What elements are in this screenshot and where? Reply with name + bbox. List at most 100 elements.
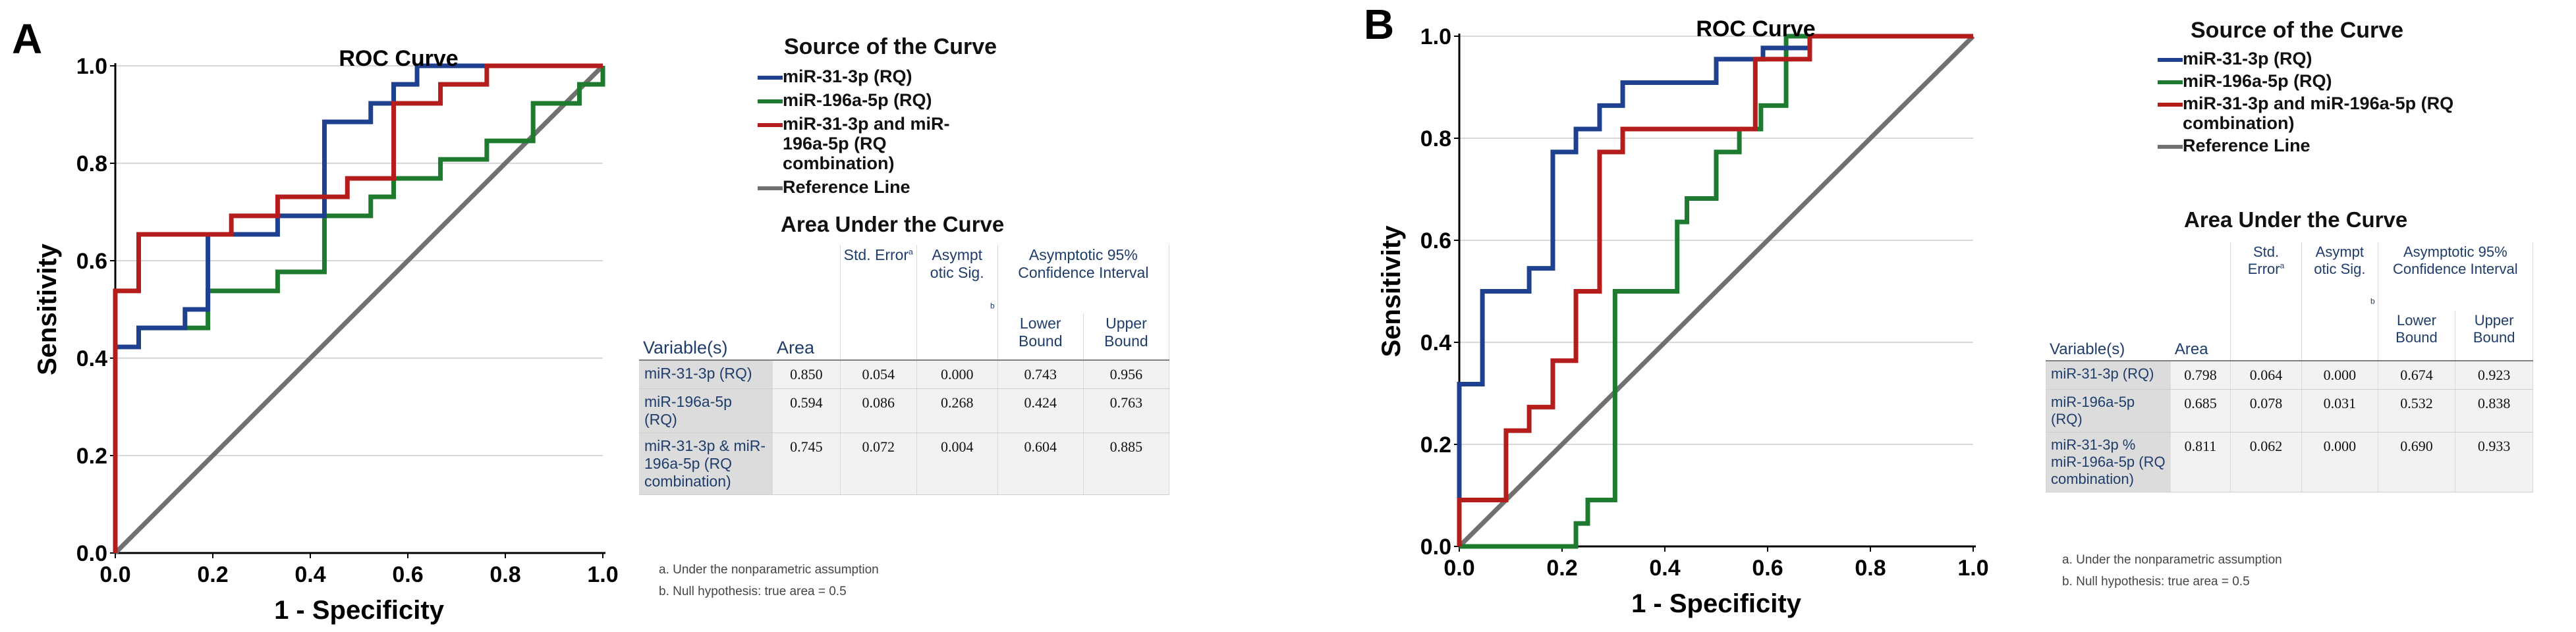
y-axis-label: Sensitivity — [1377, 225, 1406, 357]
cell-sig: 0.000 — [2301, 432, 2378, 492]
footnote-b: b. Null hypothesis: true area = 0.5 — [659, 585, 847, 598]
header-asympt-text: Asympt otic Sig. — [930, 246, 984, 281]
table-row: miR-196a-5p (RQ) 0.685 0.078 0.031 0.532… — [2046, 389, 2533, 433]
y-tick-label: 1.0 — [1420, 24, 1451, 49]
legend-swatch — [758, 99, 783, 103]
cell-se: 0.086 — [840, 388, 917, 433]
header-variable: Variable(s) — [2050, 340, 2125, 358]
legend-label: miR-31-3p and miR-196a-5p (RQ combinatio… — [2183, 93, 2454, 133]
legend-item-reference: Reference Line — [758, 177, 1127, 197]
legend-label: miR-31-3p (RQ) — [2183, 49, 2312, 68]
superscript: b — [2370, 296, 2375, 306]
cell-upper: 0.933 — [2455, 432, 2533, 492]
x-axis-label: 1 - Specificity — [1631, 589, 1802, 618]
legend-item-mir31: miR-31-3p (RQ) — [2158, 49, 2527, 68]
row-label: miR-31-3p (RQ) — [639, 360, 773, 389]
y-tick-label: 0.4 — [1420, 330, 1451, 356]
panel-letter: A — [12, 15, 43, 63]
auc-table-title: Area Under the Curve — [781, 212, 1005, 236]
cell-area: 0.850 — [773, 360, 841, 389]
table-row: miR-31-3p % miR-196a-5p (RQ combination)… — [2046, 432, 2533, 492]
x-tick-label: 0.4 — [294, 562, 325, 587]
legend-swatch — [2158, 145, 2183, 149]
cell-lower: 0.743 — [997, 360, 1084, 389]
row-label: miR-196a-5p (RQ) — [2046, 389, 2171, 433]
legend-label: Reference Line — [783, 177, 910, 197]
chart-title: ROC Curve — [1696, 16, 1815, 41]
legend-title: Source of the Curve — [2191, 18, 2404, 43]
auc-table-title: Area Under the Curve — [2184, 207, 2408, 232]
legend-item-mir196: miR-196a-5p (RQ) — [2158, 71, 2527, 91]
y-tick-label: 0.6 — [76, 249, 107, 274]
footnote-b: b. Null hypothesis: true area = 0.5 — [2062, 575, 2250, 589]
x-tick-label: 0.0 — [1443, 556, 1474, 581]
table-row: miR-31-3p (RQ) 0.850 0.054 0.000 0.743 0… — [639, 360, 1170, 389]
header-lower: Lower Bound — [997, 313, 1084, 359]
superscript: a — [2280, 261, 2285, 271]
cell-upper: 0.956 — [1083, 360, 1170, 389]
row-label: miR-31-3p (RQ) — [2046, 361, 2171, 390]
legend-label: miR-196a-5p (RQ) — [2183, 71, 2332, 91]
roc-chart-a: 0.0 0.2 0.4 0.6 0.8 1.0 0.0 0.2 0.4 0.6 0.8 1.0 ROC … — [33, 46, 619, 625]
cell-upper: 0.923 — [2455, 361, 2533, 390]
x-tick-label: 0.8 — [1855, 556, 1886, 581]
legend-swatch — [2158, 80, 2183, 84]
table-row: miR-31-3p (RQ) 0.798 0.064 0.000 0.674 0… — [2046, 361, 2533, 390]
series-line — [1457, 34, 1973, 546]
header-std-error: Std. Errora — [840, 245, 917, 359]
legend-label: miR-31-3p (RQ) — [783, 66, 912, 86]
cell-sig: 0.000 — [2301, 361, 2378, 390]
legend-swatch — [758, 123, 783, 127]
header-std-error-text: Std. Error — [843, 246, 909, 263]
header-area: Area — [2170, 242, 2231, 360]
legend-swatch — [758, 186, 783, 190]
superscript: b — [990, 301, 995, 311]
legend-a: Source of the Curve miR-31-3p (RQ) miR-1… — [758, 34, 1127, 197]
series-line — [113, 63, 603, 553]
x-tick-label: 0.0 — [99, 562, 130, 587]
y-tick-label: 0.8 — [76, 151, 107, 176]
legend-b: Source of the Curve miR-31-3p (RQ) miR-1… — [2158, 18, 2527, 155]
legend-swatch — [758, 76, 783, 80]
y-tick-label: 0.0 — [76, 541, 107, 566]
header-upper: Upper Bound — [2455, 311, 2533, 360]
row-label: miR-196a-5p (RQ) — [639, 388, 773, 433]
legend-swatch — [2158, 103, 2183, 107]
cell-area: 0.798 — [2170, 361, 2231, 390]
cell-area: 0.745 — [773, 433, 841, 495]
series-line — [1457, 34, 1975, 548]
legend-label: Reference Line — [2183, 136, 2310, 155]
table-row: miR-196a-5p (RQ) 0.594 0.086 0.268 0.424… — [639, 388, 1170, 433]
x-tick-label: 0.2 — [1546, 556, 1577, 581]
table-row: miR-31-3p & miR-196a-5p (RQ combination)… — [639, 433, 1170, 495]
series-line — [1459, 34, 1973, 549]
footnote-a: a. Under the nonparametric assumption — [659, 563, 879, 577]
y-axis-label: Sensitivity — [33, 243, 62, 375]
cell-upper: 0.763 — [1083, 388, 1170, 433]
cell-se: 0.064 — [2230, 361, 2303, 390]
panel-letter: B — [1364, 1, 1395, 48]
header-variable: Variable(s) — [643, 338, 728, 357]
x-tick-label: 0.4 — [1649, 556, 1680, 581]
x-tick-label: 0.8 — [490, 562, 520, 587]
panel-b: B 0.0 0.2 0.4 0.6 0.8 1.0 0.0 0.2 0.4 0.6 0.8 1.0 RO… — [1288, 0, 2576, 632]
cell-area: 0.685 — [2170, 389, 2231, 433]
x-tick-label: 1.0 — [587, 562, 618, 587]
series-line — [113, 64, 605, 555]
legend-item-mir31: miR-31-3p (RQ) — [758, 66, 1127, 86]
cell-sig: 0.031 — [2301, 389, 2378, 433]
y-tick-label: 0.0 — [1420, 535, 1451, 560]
cell-lower: 0.690 — [2378, 432, 2456, 492]
series-line — [113, 66, 605, 553]
cell-area: 0.594 — [773, 388, 841, 433]
legend-title: Source of the Curve — [784, 34, 997, 59]
auc-table-a: Variable(s) Area Std. Errora Asympt otic… — [639, 245, 1170, 495]
series-line — [1457, 34, 1973, 546]
legend-item-reference: Reference Line — [2158, 136, 2527, 155]
y-tick-label: 0.4 — [76, 346, 107, 371]
header-asympt-sig: Asympt otic Sig. b — [2301, 242, 2378, 360]
legend-item-mir196: miR-196a-5p (RQ) — [758, 90, 1127, 110]
x-tick-label: 0.6 — [1752, 556, 1783, 581]
y-tick-label: 0.6 — [1420, 228, 1451, 253]
header-lower: Lower Bound — [2378, 311, 2456, 360]
